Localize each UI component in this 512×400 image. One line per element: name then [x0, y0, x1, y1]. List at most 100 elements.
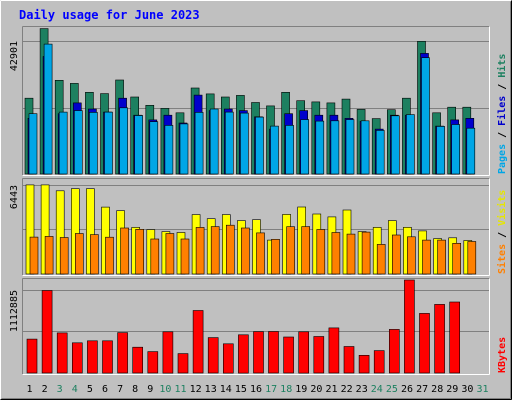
side-legend-item: KBytes	[497, 337, 508, 373]
x-tick-label: 1	[26, 384, 32, 395]
bar-pages-day-14	[225, 111, 234, 175]
side-legend-item: Visits	[496, 190, 508, 226]
side-legend-item: Files	[496, 96, 508, 126]
bar-pages-day-7	[119, 107, 128, 175]
bar-kbytes-day-18	[283, 336, 294, 374]
bar-pages-day-21	[330, 120, 340, 175]
x-tick-label: 30	[461, 384, 473, 395]
bar-kbytes-day-21	[328, 327, 340, 374]
side-legend-separator: /	[497, 78, 508, 96]
bar-sites-day-26	[407, 236, 416, 275]
x-tick-label: 4	[72, 384, 78, 395]
x-tick-label: 6	[102, 384, 108, 395]
bar-kbytes-day-5	[87, 340, 98, 374]
x-tick-label: 27	[416, 384, 428, 395]
bar-kbytes-day-6	[102, 340, 113, 374]
bar-sites-day-16	[256, 232, 265, 275]
bar-kbytes-day-4	[72, 342, 83, 374]
x-tick-label: 17	[265, 384, 277, 395]
x-tick-label: 24	[371, 384, 383, 395]
side-legend-item: Sites	[496, 244, 508, 274]
x-tick-label: 2	[42, 384, 48, 395]
x-tick-label: 25	[386, 384, 398, 395]
bar-pages-day-15	[240, 112, 249, 175]
bar-kbytes-day-3	[56, 332, 68, 374]
bar-sites-day-24	[376, 244, 386, 275]
bar-sites-day-21	[331, 232, 341, 275]
bar-sites-day-20	[316, 229, 326, 275]
bar-pages-day-2	[43, 43, 53, 175]
series-kbytes	[26, 279, 461, 374]
x-tick-label: 28	[431, 384, 443, 395]
bar-pages-day-18	[285, 125, 294, 175]
bar-pages-day-20	[315, 120, 325, 175]
bar-kbytes-day-23	[358, 354, 370, 374]
series-pages	[28, 43, 476, 175]
series-sites	[29, 224, 477, 275]
bar-pages-day-30	[466, 127, 476, 175]
x-tick-labels: 1 2 3 4 5 6 7 8 9 10 11 12 13 14 15 16 17 18 19 20 21 22 23 24 2…	[26, 384, 488, 395]
x-tick-label: 5	[87, 384, 93, 395]
scale-label-visits: 6443	[9, 185, 20, 209]
x-tick-label: 22	[341, 384, 353, 395]
bar-kbytes-day-22	[343, 346, 355, 374]
bar-pages-day-6	[104, 111, 113, 175]
bar-pages-day-13	[209, 108, 219, 175]
x-tick-label: 18	[280, 384, 292, 395]
bar-kbytes-day-20	[313, 336, 325, 374]
bar-pages-day-23	[360, 120, 370, 175]
x-tick-label: 7	[117, 384, 123, 395]
x-tick-label: 31	[476, 384, 488, 395]
bar-sites-day-7	[120, 227, 129, 275]
x-tick-label: 20	[310, 384, 322, 395]
bar-pages-day-3	[58, 111, 68, 175]
x-tick-label: 16	[250, 384, 262, 395]
x-tick-label: 29	[446, 384, 458, 395]
x-tick-label: 8	[132, 384, 138, 395]
bar-kbytes-day-27	[419, 313, 430, 374]
bar-pages-day-19	[300, 119, 310, 175]
bar-kbytes-day-17	[268, 331, 279, 374]
bar-pages-day-4	[74, 110, 83, 175]
bar-sites-day-19	[301, 226, 311, 275]
bar-kbytes-day-15	[238, 334, 249, 374]
bar-sites-day-6	[105, 236, 114, 275]
x-tick-label: 19	[295, 384, 307, 395]
bar-pages-day-29	[451, 124, 461, 175]
side-legend-item: Hits	[496, 54, 508, 78]
bar-pages-day-12	[194, 112, 204, 175]
bar-kbytes-day-8	[132, 346, 143, 374]
bar-sites-day-11	[180, 238, 190, 275]
x-tick-label: 3	[57, 384, 63, 395]
bar-sites-day-2	[44, 236, 54, 275]
x-tick-label: 14	[220, 384, 232, 395]
x-tick-label: 15	[235, 384, 247, 395]
x-tick-label: 13	[205, 384, 217, 395]
bar-kbytes-day-1	[26, 338, 38, 374]
bar-kbytes-day-26	[404, 279, 415, 374]
side-legend-visits: Sites / Visits	[496, 190, 508, 274]
bar-sites-day-14	[226, 224, 235, 275]
bar-pages-day-26	[406, 114, 415, 175]
x-tick-label: 21	[325, 384, 337, 395]
bar-kbytes-day-2	[41, 290, 53, 374]
bar-sites-day-12	[195, 227, 205, 275]
bar-pages-day-22	[345, 119, 355, 175]
x-tick-label: 26	[401, 384, 413, 395]
panel-visits: 6443 Sites / Visits	[9, 178, 508, 276]
bar-sites-day-23	[361, 231, 371, 275]
bar-kbytes-day-13	[207, 337, 219, 374]
bar-kbytes-day-24	[373, 350, 385, 374]
bar-sites-day-10	[165, 233, 175, 275]
bar-sites-day-9	[150, 238, 160, 275]
bar-sites-day-18	[286, 226, 295, 275]
scale-label-hits: 42901	[9, 41, 20, 71]
bar-pages-day-5	[89, 112, 98, 175]
bar-sites-day-3	[59, 237, 69, 275]
bar-pages-day-25	[390, 115, 400, 175]
bar-kbytes-day-10	[162, 331, 174, 374]
chart-title: Daily usage for June 2023	[19, 8, 200, 22]
bar-kbytes-day-12	[192, 310, 204, 374]
bar-kbytes-day-14	[223, 343, 234, 374]
x-tick-label: 11	[174, 384, 186, 395]
